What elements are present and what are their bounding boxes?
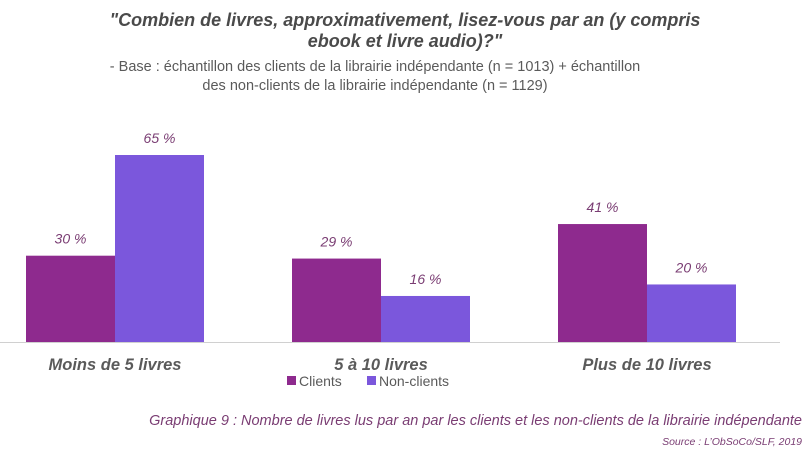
chart-title: "Combien de livres, approximativement, l… — [0, 10, 810, 52]
legend-label: Non-clients — [379, 373, 449, 389]
legend-label: Clients — [299, 373, 342, 389]
data-label: 16 % — [410, 271, 442, 287]
legend-swatch — [367, 376, 376, 385]
chart-subtitle-line: des non-clients de la librairie indépend… — [202, 78, 548, 94]
data-label: 65 % — [144, 130, 176, 146]
bar-clients — [558, 224, 647, 342]
chart-subtitle: - Base : échantillon des clients de la l… — [0, 58, 750, 96]
data-label: 30 % — [55, 231, 87, 247]
figure-source: Source : L’ObSoCo/SLF, 2019 — [662, 436, 802, 448]
bar-clients — [292, 258, 381, 342]
category-label: Plus de 10 livres — [582, 356, 711, 374]
chart-title-line: ebook et livre audio)?" — [307, 31, 503, 51]
data-label: 29 % — [320, 234, 353, 250]
data-label: 20 % — [675, 259, 708, 275]
category-label: Moins de 5 livres — [49, 356, 182, 374]
legend-swatch — [287, 376, 296, 385]
category-label: 5 à 10 livres — [334, 356, 428, 374]
bar-non-clients — [115, 155, 204, 342]
bar-non-clients — [381, 295, 470, 342]
data-label: 41 % — [587, 199, 619, 215]
bar-non-clients — [647, 284, 736, 342]
chart-title-line: "Combien de livres, approximativement, l… — [109, 10, 701, 30]
chart-subtitle-line: - Base : échantillon des clients de la l… — [109, 59, 641, 75]
bar-clients — [26, 255, 115, 342]
figure-caption: Graphique 9 : Nombre de livres lus par a… — [149, 413, 802, 429]
